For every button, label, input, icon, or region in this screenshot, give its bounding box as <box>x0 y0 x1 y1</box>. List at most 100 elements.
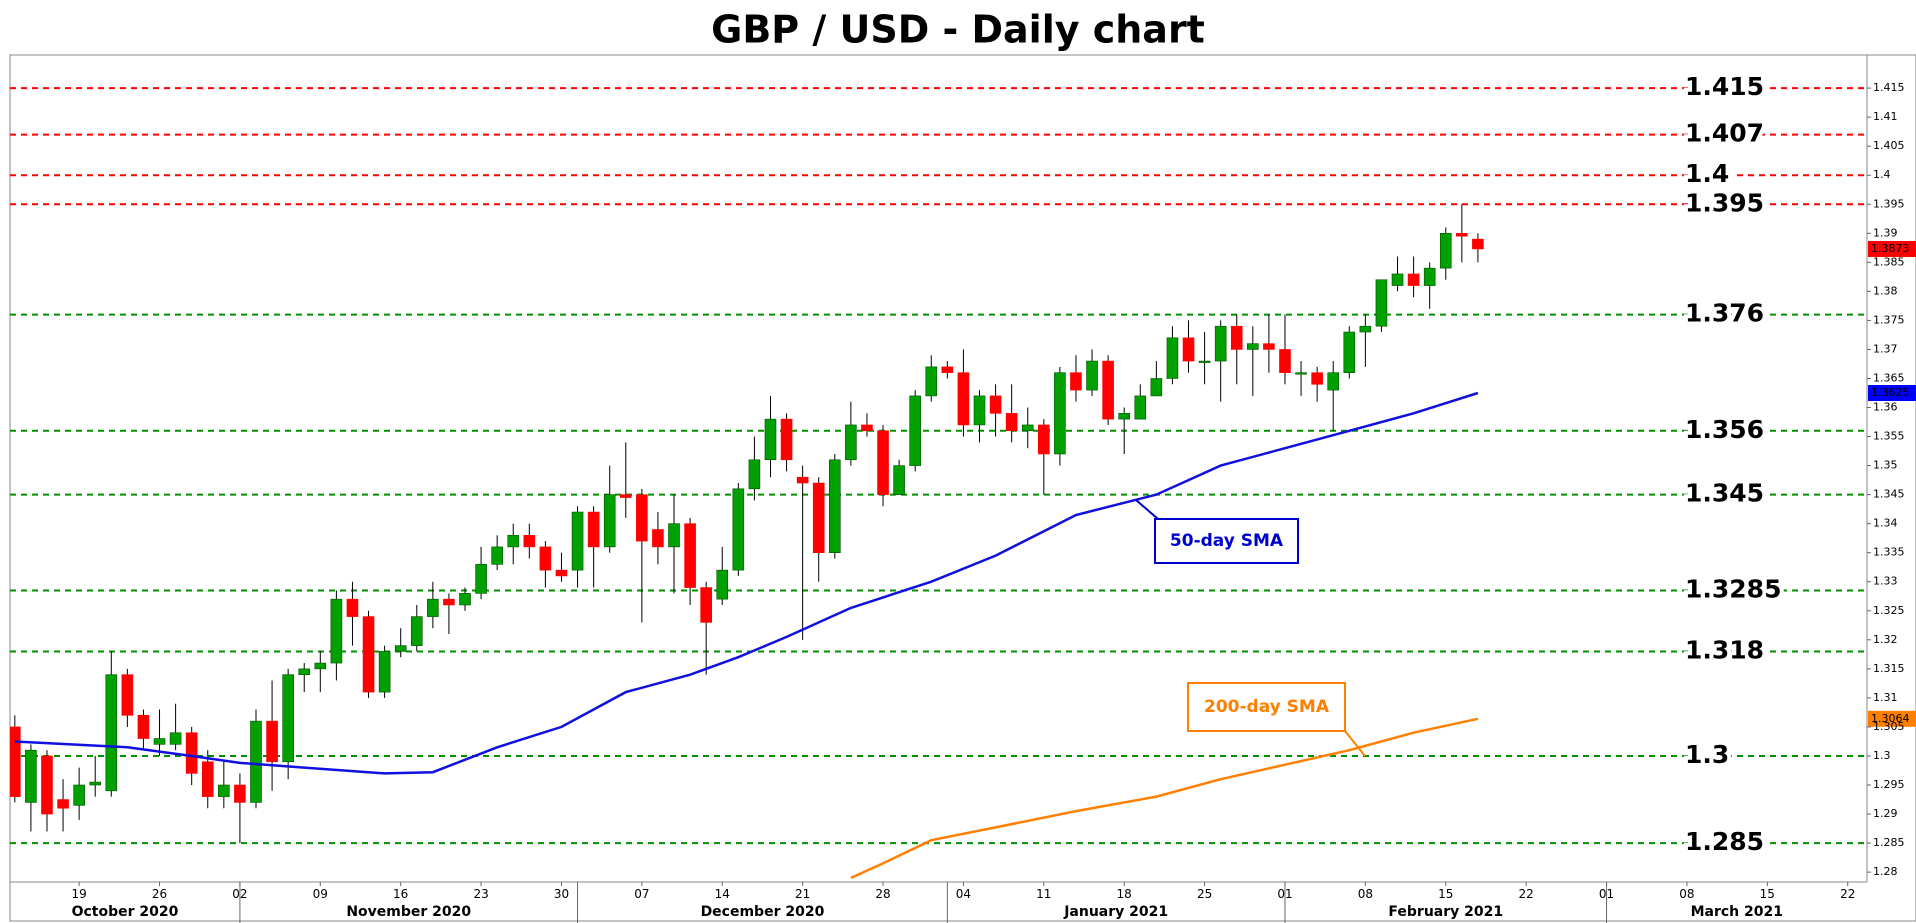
x-tick-label: 07 <box>634 887 649 901</box>
candle-body <box>362 616 375 693</box>
y-tick-label: 1.36 <box>1873 401 1898 414</box>
annotation-connector <box>1344 730 1366 757</box>
y-tick-label: 1.29 <box>1873 807 1898 820</box>
x-tick-label: 08 <box>1679 887 1694 901</box>
candle-body <box>266 720 278 763</box>
candle-body <box>1054 372 1066 455</box>
price-label-box <box>1868 385 1916 402</box>
candle-body <box>652 529 664 548</box>
price-label-box <box>1868 710 1916 727</box>
candle-body <box>555 569 568 577</box>
candle-body <box>1038 424 1050 455</box>
frame <box>9 54 1916 922</box>
candle-body <box>1102 360 1114 420</box>
candle-body <box>89 781 102 786</box>
candle-body <box>700 587 712 623</box>
y-tick-label: 1.39 <box>1873 226 1898 239</box>
candle-body <box>41 755 53 815</box>
candle-body <box>250 720 262 803</box>
candle-body <box>459 593 471 606</box>
candle-body <box>523 534 536 548</box>
candle-body <box>732 488 745 571</box>
x-tick-label: 09 <box>313 887 328 901</box>
candle-body <box>989 395 1002 414</box>
y-tick-label: 1.34 <box>1873 517 1898 530</box>
level-label: 1.3285 <box>1685 574 1781 603</box>
price-label: 1.3625 <box>1871 386 1910 399</box>
x-tick-label: 16 <box>393 887 408 901</box>
candle-body <box>909 395 921 466</box>
price-label-box <box>1868 240 1916 257</box>
level-label: 1.407 <box>1685 119 1764 148</box>
y-tick-label: 1.4 <box>1873 168 1891 181</box>
candle-body <box>812 482 825 554</box>
candle-body <box>1263 343 1275 350</box>
y-tick-label: 1.365 <box>1873 371 1905 384</box>
level-label: 1.415 <box>1685 72 1764 101</box>
candle-body <box>25 749 37 803</box>
month-label: November 2020 <box>346 904 471 920</box>
y-tick-label: 1.395 <box>1873 197 1905 210</box>
annotation-connector <box>1135 499 1159 520</box>
candle-body <box>10 726 21 797</box>
candle-body <box>1247 343 1259 350</box>
candle-body <box>636 494 648 542</box>
candle-body <box>330 598 343 664</box>
candle-body <box>169 732 182 745</box>
candle-body <box>1375 279 1388 327</box>
candle-body <box>1456 232 1468 237</box>
candle-body <box>845 424 857 461</box>
candle-body <box>507 534 520 548</box>
level-label: 1.3 <box>1685 740 1729 769</box>
level-label: 1.318 <box>1685 635 1764 664</box>
candle-body <box>764 418 777 461</box>
x-tick-label: 25 <box>1197 887 1212 901</box>
candle-body <box>1134 395 1147 420</box>
x-tick-label: 22 <box>1840 887 1855 901</box>
candle-body <box>619 494 632 498</box>
annotation-box <box>1187 682 1346 732</box>
candle-body <box>218 784 230 797</box>
y-tick-label: 1.335 <box>1873 546 1905 559</box>
month-label: December 2020 <box>701 904 825 920</box>
sma-line <box>850 717 1479 880</box>
x-tick-label: 18 <box>1117 887 1132 901</box>
candle-body <box>1198 360 1211 363</box>
level-label: 1.345 <box>1685 479 1764 508</box>
candle-body <box>1070 372 1082 391</box>
y-tick-label: 1.405 <box>1873 139 1905 152</box>
candle-body <box>185 732 198 774</box>
y-tick-label: 1.285 <box>1873 836 1905 849</box>
annotation-text: 50-day SMA <box>1170 531 1284 551</box>
chart-title: GBP / USD - Daily chart <box>711 8 1205 52</box>
y-tick-label: 1.32 <box>1873 633 1898 646</box>
month-label: January 2021 <box>1063 904 1168 920</box>
y-tick-label: 1.345 <box>1873 488 1905 501</box>
y-tick-label: 1.295 <box>1873 778 1905 791</box>
candle-body <box>121 674 134 716</box>
candle-body <box>475 564 487 594</box>
y-tick-label: 1.305 <box>1873 720 1905 733</box>
candle-body <box>828 459 841 554</box>
candle-body <box>410 616 423 646</box>
x-tick-label: 14 <box>715 887 730 901</box>
y-tick-label: 1.28 <box>1873 865 1898 878</box>
annotation-box <box>1154 518 1299 564</box>
candle-body <box>668 523 680 548</box>
candle-body <box>684 523 696 588</box>
y-tick-label: 1.385 <box>1873 255 1905 268</box>
candle-body <box>378 651 391 693</box>
level-label: 1.395 <box>1685 188 1764 217</box>
candle-body <box>1230 325 1243 350</box>
candle-body <box>1021 424 1034 432</box>
candle-body <box>1295 372 1307 375</box>
candle-body <box>234 784 246 803</box>
levels <box>10 87 1867 845</box>
y-tick-label: 1.38 <box>1873 284 1898 297</box>
candle-body <box>1327 372 1340 391</box>
price-label: 1.3064 <box>1871 712 1910 725</box>
candle-body <box>1214 325 1227 362</box>
candle-body <box>748 459 761 490</box>
